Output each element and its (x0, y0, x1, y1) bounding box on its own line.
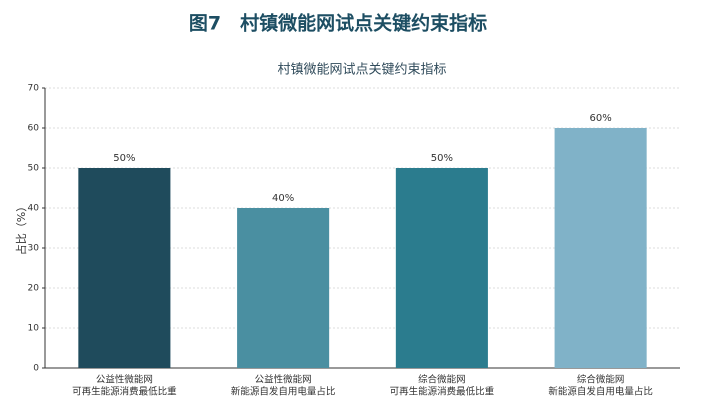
x-tick-label: 综合微能网 (418, 374, 466, 386)
x-tick-label: 综合微能网 (577, 374, 625, 386)
y-tick-label: 20 (28, 284, 40, 294)
y-tick-label: 60 (28, 124, 40, 134)
y-tick-label: 50 (28, 164, 40, 174)
x-tick-label: 公益性微能网 (255, 374, 312, 386)
bar (78, 168, 171, 368)
value-label: 50% (431, 153, 453, 164)
x-tick-label: 公益性微能网 (96, 374, 153, 386)
figure-caption: 图7 村镇微能网试点关键约束指标 (189, 12, 487, 35)
y-tick-label: 70 (28, 84, 40, 94)
y-tick-label: 40 (28, 204, 40, 214)
y-tick-label: 10 (28, 324, 40, 334)
y-tick-label: 30 (28, 244, 40, 254)
chart-title: 村镇微能网试点关键约束指标 (277, 63, 446, 78)
x-tick-label: 可再生能源消费最低比重 (72, 386, 177, 398)
y-axis-label: 占比（%） (14, 201, 28, 255)
bar (395, 168, 488, 368)
value-label: 60% (590, 113, 612, 124)
x-tick-label: 新能源自发自用电量占比 (231, 386, 336, 398)
x-tick-label: 可再生能源消费最低比重 (390, 386, 495, 398)
y-tick-label: 0 (33, 364, 39, 374)
x-tick-label: 新能源自发自用电量占比 (548, 386, 653, 398)
value-label: 40% (272, 193, 294, 204)
bar (237, 208, 330, 368)
value-label: 50% (113, 153, 135, 164)
bar (554, 128, 647, 368)
